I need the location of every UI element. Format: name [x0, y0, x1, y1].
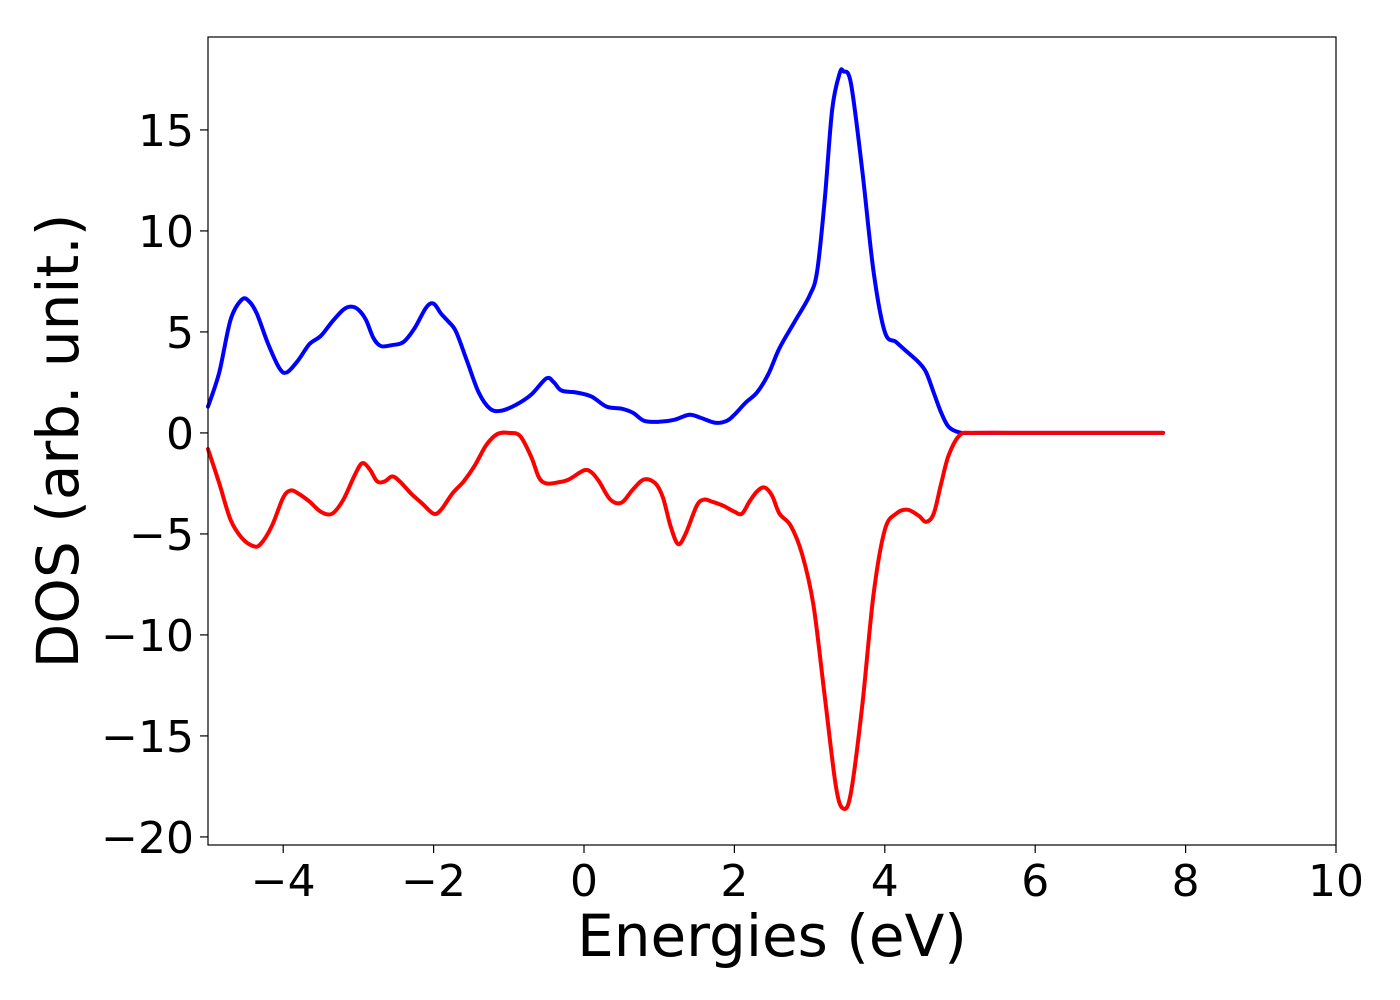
y-tick-label: −20 [101, 813, 194, 864]
y-axis-label: DOS (arb. unit.) [24, 214, 92, 669]
x-tick-label: 10 [1308, 856, 1364, 907]
series-layer [206, 67, 1166, 811]
y-tick-label: 10 [138, 207, 194, 258]
x-tick-label: 8 [1172, 856, 1200, 907]
series-line-1 [206, 67, 1166, 436]
plot-frame [207, 36, 1337, 846]
x-tick-label: −4 [251, 856, 316, 907]
y-tick-label: 0 [166, 409, 194, 460]
y-tick-label: 5 [166, 308, 194, 359]
x-tick-label: −2 [401, 856, 466, 907]
x-tick-label: 2 [720, 856, 748, 907]
y-tick-label: −15 [101, 712, 194, 763]
x-axis-label: Energies (eV) [577, 902, 967, 970]
y-tick-label: −10 [101, 611, 194, 662]
x-tick-label: 0 [570, 856, 598, 907]
x-tick-label: 6 [1021, 856, 1049, 907]
x-tick-label: 4 [871, 856, 899, 907]
y-tick-label: −5 [129, 510, 194, 561]
series-line-2 [206, 430, 1166, 811]
y-tick-label: 15 [138, 106, 194, 157]
